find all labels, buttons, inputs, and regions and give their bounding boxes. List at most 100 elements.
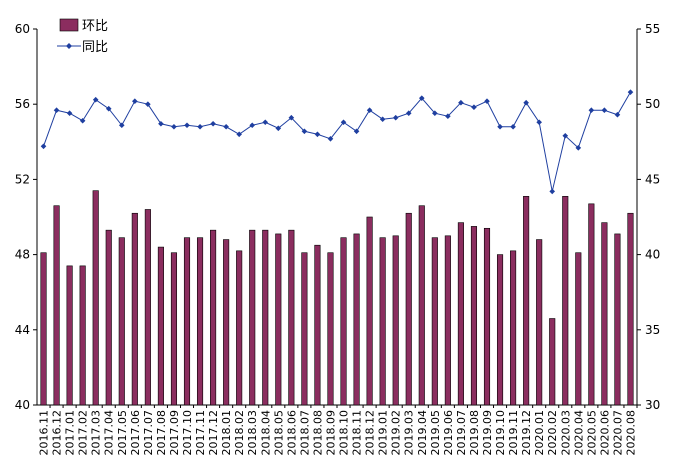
x-tick-label: 2019.11 — [507, 410, 520, 456]
x-tick-label: 2017.04 — [103, 410, 116, 456]
bar — [157, 246, 164, 406]
x-tick-label: 2017.08 — [155, 410, 168, 456]
bar — [510, 250, 517, 406]
x-tick-label: 2018.06 — [285, 410, 298, 456]
line-point — [223, 123, 229, 130]
line-point — [92, 96, 99, 103]
bar — [144, 209, 151, 406]
line-point — [66, 110, 73, 117]
bar — [366, 216, 373, 406]
line-point — [601, 107, 608, 114]
line-point — [105, 105, 112, 112]
line-point — [301, 128, 308, 135]
line-point — [471, 104, 477, 111]
bar — [105, 229, 112, 406]
line-point — [418, 95, 425, 101]
x-tick-label: 2017.12 — [207, 410, 220, 456]
line-point — [132, 98, 138, 104]
line-group — [40, 89, 634, 195]
right-tick-label: 30 — [645, 398, 660, 412]
bar — [275, 233, 282, 406]
left-axis: 40 44 48 52 56 60 — [15, 22, 37, 412]
bar — [523, 196, 530, 406]
x-tick-label: 2019.01 — [377, 410, 390, 456]
bar — [92, 190, 99, 406]
x-tick-label: 2018.10 — [338, 410, 351, 456]
line-point — [145, 101, 151, 107]
x-tick-label: 2017.03 — [90, 410, 103, 456]
series-line — [43, 91, 631, 192]
x-tick-label: 2019.09 — [481, 410, 494, 456]
line-point — [549, 188, 556, 195]
right-tick-label: 50 — [645, 97, 660, 111]
bar — [210, 229, 217, 406]
bar — [170, 252, 178, 406]
x-tick-label: 2020.03 — [559, 410, 572, 456]
bar — [262, 229, 269, 406]
bar — [575, 252, 582, 406]
x-tick-label: 2017.10 — [181, 410, 194, 456]
line-point — [536, 119, 542, 126]
x-tick-label: 2018.02 — [233, 410, 246, 456]
bar — [53, 205, 60, 406]
x-tick-label: 2020.02 — [546, 410, 559, 456]
x-tick-label: 2018.03 — [246, 410, 259, 456]
line-point — [314, 131, 321, 138]
bar — [223, 239, 230, 406]
line-point — [432, 110, 438, 117]
right-tick-label: 40 — [645, 248, 660, 262]
line-point — [197, 123, 203, 130]
legend-line-marker — [66, 43, 72, 49]
x-tick-label: 2018.08 — [311, 410, 324, 456]
x-tick-label: 2016.11 — [38, 410, 51, 456]
x-tick-label: 2018.11 — [351, 410, 364, 456]
x-tick-label: 2020.05 — [585, 410, 598, 456]
bar — [601, 222, 608, 406]
bar — [314, 244, 321, 406]
x-tick-label: 2017.01 — [64, 410, 77, 456]
bars-group — [40, 190, 634, 406]
line-point — [118, 122, 125, 129]
x-tick-label: 2018.12 — [364, 410, 377, 456]
legend: 环比 同比 — [57, 18, 108, 55]
line-point — [340, 119, 347, 126]
bar — [588, 203, 595, 406]
x-tick-label: 2020.06 — [598, 410, 611, 456]
line-point — [627, 89, 634, 95]
x-tick-label: 2019.12 — [520, 410, 533, 456]
left-tick-label: 60 — [15, 22, 30, 36]
bar — [340, 237, 347, 406]
left-tick-label: 40 — [15, 398, 30, 412]
bar — [405, 212, 412, 406]
bar — [79, 265, 86, 406]
left-tick-label: 48 — [15, 248, 30, 262]
line-point — [523, 99, 529, 106]
line-point — [379, 116, 386, 123]
line-point — [405, 110, 412, 117]
legend-bar-swatch — [59, 18, 79, 32]
line-point — [484, 98, 490, 104]
x-tick-label: 2017.06 — [129, 410, 142, 456]
x-tick-label: 2019.06 — [442, 410, 455, 456]
bar — [183, 237, 191, 406]
line-point — [184, 122, 190, 129]
line-point — [210, 120, 216, 127]
line-point — [497, 123, 503, 130]
right-tick-label: 45 — [645, 172, 660, 186]
bar — [118, 237, 125, 406]
right-axis: 30 35 40 45 50 55 — [637, 22, 660, 412]
line-point — [158, 120, 164, 127]
bar — [288, 229, 295, 406]
x-tick-label: 2020.04 — [572, 410, 585, 456]
line-point — [366, 107, 373, 114]
line-point — [171, 123, 177, 130]
line-point — [327, 135, 334, 142]
bar — [627, 212, 634, 406]
line-point — [236, 131, 242, 138]
line-point — [510, 123, 516, 130]
line-point — [458, 99, 464, 106]
right-tick-label: 35 — [645, 323, 660, 337]
x-tick-label: 2020.01 — [533, 410, 546, 456]
x-tick-label: 2018.09 — [324, 410, 337, 456]
bar — [562, 196, 569, 406]
